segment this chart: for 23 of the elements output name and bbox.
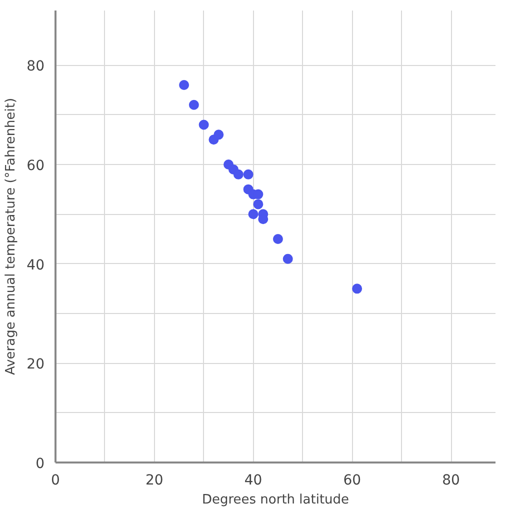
point xyxy=(179,80,190,90)
y-tick-label: 0 xyxy=(36,456,45,472)
y-axis-title: Average annual temperature (°Fahrenheit) xyxy=(4,98,19,376)
point xyxy=(233,169,244,180)
x-axis-title: Degrees north latitude xyxy=(202,492,350,508)
x-tick-label: 20 xyxy=(145,472,164,488)
point xyxy=(272,234,283,244)
y-tick-label: 60 xyxy=(26,158,45,174)
x-tick-label: 60 xyxy=(343,472,362,488)
point xyxy=(214,130,224,140)
point xyxy=(352,284,362,294)
point xyxy=(243,169,254,180)
y-tick-label: 80 xyxy=(26,58,45,75)
point xyxy=(198,120,209,130)
x-tick-label: 0 xyxy=(51,472,60,488)
y-tick-label: 40 xyxy=(26,257,45,274)
y-tick-label: 20 xyxy=(26,356,45,373)
x-tick-label: 80 xyxy=(442,472,460,488)
point xyxy=(188,100,199,110)
point xyxy=(248,209,258,220)
x-tick-label: 40 xyxy=(244,472,262,488)
point xyxy=(253,199,264,210)
point xyxy=(282,254,293,264)
